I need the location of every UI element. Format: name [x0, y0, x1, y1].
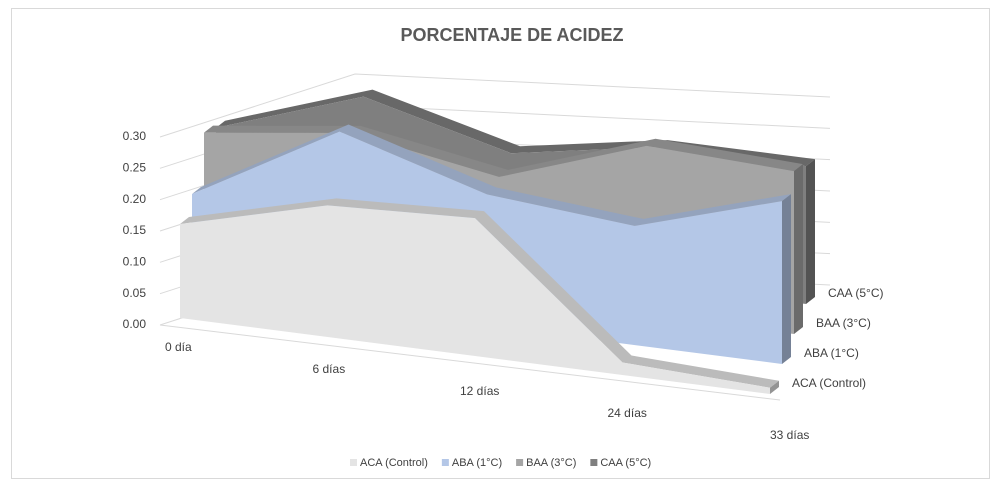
y-tick-label: 0.05 [123, 286, 147, 300]
legend-label: BAA (3°C) [526, 457, 576, 469]
chart-title: PORCENTAJE DE ACIDEZ [400, 25, 623, 45]
x-tick-label: 6 días [313, 362, 346, 376]
legend-label: ABA (1°C) [452, 457, 502, 469]
legend-swatch [350, 459, 357, 466]
legend-swatch [516, 459, 524, 466]
legend-label: CAA (5°C) [600, 457, 651, 469]
y-tick-label: 0.15 [123, 223, 147, 237]
area-side [794, 164, 803, 334]
area-top [204, 125, 803, 177]
legend-swatch [590, 459, 598, 466]
area [180, 205, 770, 394]
legend-label: ACA (Control) [360, 457, 428, 469]
y-tick-label: 0.20 [123, 192, 147, 206]
series-label: CAA (5°C) [828, 286, 883, 300]
area-side [782, 194, 791, 364]
floor-edge [159, 324, 781, 401]
x-tick-label: 24 días [608, 406, 647, 420]
y-tick-label: 0.10 [123, 255, 147, 269]
x-tick-label: 33 días [770, 428, 809, 442]
series-label: ACA (Control) [792, 376, 866, 390]
area-side [806, 159, 815, 304]
y-tick-label: 0.25 [123, 161, 147, 175]
y-tick-label: 0.00 [123, 317, 147, 331]
y-tick-label: 0.30 [123, 129, 147, 143]
x-tick-label: 12 días [460, 384, 499, 398]
grid-line [159, 73, 831, 138]
legend-swatch [441, 459, 449, 466]
series-label: BAA (3°C) [816, 316, 871, 330]
series-label: ABA (1°C) [804, 346, 859, 360]
area-side [770, 380, 779, 394]
x-tick-label: 0 día [165, 340, 192, 354]
